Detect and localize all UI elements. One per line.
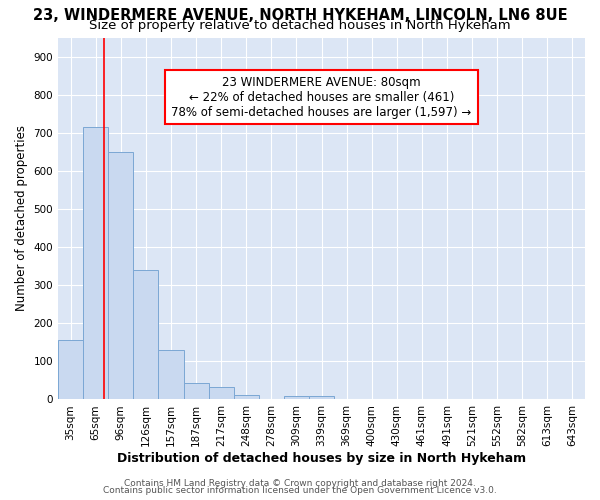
Bar [233, 395, 259, 400]
Bar [133, 270, 158, 400]
Text: 23, WINDERMERE AVENUE, NORTH HYKEHAM, LINCOLN, LN6 8UE: 23, WINDERMERE AVENUE, NORTH HYKEHAM, LI… [32, 8, 568, 22]
Bar [108, 152, 133, 400]
Bar [83, 127, 108, 400]
X-axis label: Distribution of detached houses by size in North Hykeham: Distribution of detached houses by size … [117, 452, 526, 465]
Bar [309, 396, 334, 400]
Text: Contains HM Land Registry data © Crown copyright and database right 2024.: Contains HM Land Registry data © Crown c… [124, 478, 476, 488]
Bar [184, 384, 209, 400]
Text: Contains public sector information licensed under the Open Government Licence v3: Contains public sector information licen… [103, 486, 497, 495]
Bar [58, 340, 83, 400]
Text: 23 WINDERMERE AVENUE: 80sqm
← 22% of detached houses are smaller (461)
78% of se: 23 WINDERMERE AVENUE: 80sqm ← 22% of det… [172, 76, 472, 118]
Y-axis label: Number of detached properties: Number of detached properties [15, 126, 28, 312]
Text: Size of property relative to detached houses in North Hykeham: Size of property relative to detached ho… [89, 18, 511, 32]
Bar [209, 387, 233, 400]
Bar [158, 350, 184, 400]
Bar [284, 396, 309, 400]
